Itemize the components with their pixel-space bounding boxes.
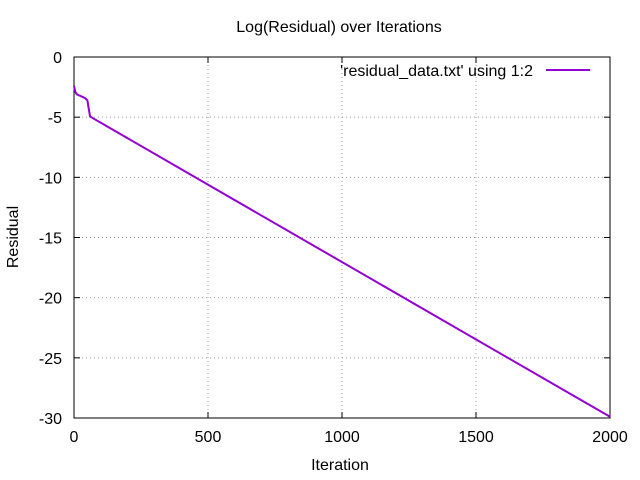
y-tick-label: -20 [39, 291, 62, 308]
x-tick-label: 1500 [458, 429, 494, 446]
x-tick-label: 500 [195, 429, 222, 446]
y-tick-label: 0 [53, 50, 62, 67]
series-group [73, 85, 611, 418]
y-axis-label: Residual [5, 206, 22, 268]
x-tick-label: 0 [70, 429, 79, 446]
chart-title: Log(Residual) over Iterations [236, 19, 441, 36]
x-tick-label: 2000 [592, 429, 628, 446]
y-tick-label: -5 [48, 110, 62, 127]
axis-ticks: 0 500 1000 1500 2000 0 -5 -10 -15 -20 -25 -30 [39, 50, 628, 446]
y-tick-label: -25 [39, 351, 62, 368]
legend: 'residual_data.txt' using 1:2 [340, 63, 590, 80]
legend-entry-label: 'residual_data.txt' using 1:2 [340, 63, 533, 80]
grid-lines [74, 57, 610, 418]
x-axis-label: Iteration [311, 457, 369, 474]
y-tick-label: -30 [39, 411, 62, 428]
series-line [73, 85, 611, 418]
y-tick-label: -15 [39, 231, 62, 248]
x-tick-label: 1000 [324, 429, 360, 446]
y-tick-label: -10 [39, 170, 62, 187]
